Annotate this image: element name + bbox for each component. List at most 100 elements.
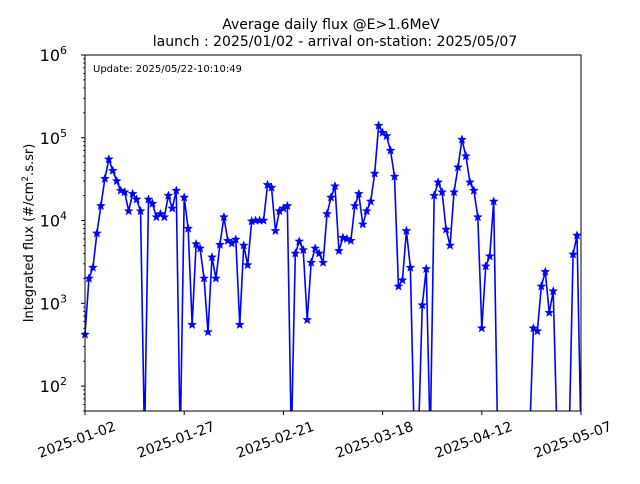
data-point-99 (472, 211, 483, 222)
data-point-31 (203, 326, 213, 337)
data-point-25 (179, 192, 190, 202)
y-axis-label-main: Integrated flux (#/cm (22, 182, 37, 323)
data-point-55 (298, 244, 309, 255)
data-point-33 (211, 273, 221, 283)
data-point-92 (445, 240, 455, 250)
data-point-38 (230, 234, 241, 244)
data-point-85 (417, 299, 428, 310)
data-point-14 (135, 205, 146, 216)
x-tick-label-5: 2025-05-07 (532, 419, 614, 462)
data-point-36 (222, 235, 233, 245)
data-point-71 (361, 205, 372, 216)
data-point-67 (345, 235, 356, 245)
data-point-74 (373, 120, 384, 130)
data-point-32 (207, 252, 217, 262)
data-point-21 (163, 190, 174, 200)
data-point-81 (401, 225, 412, 236)
data-point-6 (103, 154, 114, 164)
chart-title-line2: launch : 2025/01/02 - arrival on-station… (153, 34, 518, 50)
data-point-123 (568, 249, 578, 259)
update-annotation: Update: 2025/05/22-10:10:49 (93, 64, 242, 75)
data-point-46 (262, 179, 273, 190)
data-point-79 (393, 281, 404, 291)
data-point-5 (99, 173, 110, 183)
data-point-30 (199, 273, 209, 283)
data-point-63 (330, 181, 340, 191)
y-tick-label-exp-0: 2 (60, 375, 67, 388)
data-point-69 (353, 188, 364, 199)
data-point-12 (127, 188, 138, 199)
data-point-29 (195, 243, 205, 253)
data-point-48 (270, 225, 281, 236)
data-point-78 (389, 171, 400, 181)
x-tick-label-3: 2025-03-18 (334, 419, 416, 462)
y-tick-label-4: 106 (40, 44, 67, 65)
data-point-72 (365, 196, 376, 206)
data-point-27 (187, 319, 198, 329)
data-point-70 (357, 219, 368, 229)
chart-title-line1: Average daily flux @E>1.6MeV (222, 17, 440, 33)
plot-frame (84, 54, 582, 412)
data-point-45 (258, 215, 269, 225)
data-point-95 (457, 134, 467, 144)
data-point-62 (326, 192, 336, 202)
y-tick-label-3: 105 (40, 127, 67, 148)
data-point-47 (266, 182, 277, 192)
data-point-116 (540, 266, 551, 277)
data-point-118 (548, 286, 559, 296)
plot-area: 2025-01-02 2025-01-27 2025-02-21 2025-03-18… (36, 44, 614, 462)
data-point-39 (234, 319, 245, 329)
data-point-100 (476, 323, 487, 333)
data-point-3 (91, 228, 102, 238)
data-point-97 (464, 177, 475, 187)
data-point-77 (385, 145, 396, 155)
data-point-114 (532, 326, 543, 336)
data-point-115 (536, 281, 547, 291)
data-point-4 (95, 200, 106, 211)
data-point-23 (171, 185, 182, 195)
y-tick-label-exp-4: 6 (60, 44, 67, 57)
data-point-86 (421, 263, 432, 274)
data-point-40 (238, 240, 249, 250)
data-point-80 (397, 275, 408, 285)
data-point-7 (107, 165, 118, 175)
data-point-41 (242, 259, 253, 270)
y-axis-label-tail: .s.sr) (22, 144, 37, 176)
data-point-90 (437, 187, 448, 197)
y-tick-label-base-0: 10 (40, 377, 60, 396)
data-point-26 (183, 223, 194, 233)
data-point-16 (143, 194, 154, 204)
data-point-57 (306, 257, 317, 267)
data-point-61 (322, 208, 332, 219)
data-point-13 (131, 194, 142, 204)
data-point-91 (441, 224, 452, 234)
data-point-51 (282, 200, 293, 211)
y-axis-label: Integrated flux (#/cm2.s.sr) (21, 144, 37, 323)
data-point-22 (167, 203, 178, 213)
y-tick-label-exp-2: 4 (60, 210, 67, 223)
data-point-58 (310, 243, 321, 253)
data-point-64 (334, 245, 344, 256)
series-line (85, 124, 581, 411)
data-point-17 (147, 198, 158, 208)
data-point-20 (159, 211, 170, 222)
data-point-59 (314, 248, 325, 258)
data-point-35 (218, 211, 229, 222)
data-point-10 (119, 187, 130, 197)
x-tick-label-4: 2025-04-12 (433, 419, 515, 462)
y-tick-label-2: 104 (40, 210, 67, 231)
data-point-1 (84, 273, 94, 283)
data-point-88 (429, 190, 440, 200)
x-tick-label-1: 2025-01-27 (135, 419, 217, 462)
data-point-124 (572, 230, 582, 240)
x-tick-label-0: 2025-01-02 (36, 419, 118, 462)
data-point-8 (111, 175, 122, 186)
data-point-2 (88, 262, 98, 272)
data-point-89 (433, 177, 444, 187)
y-tick-label-1: 103 (40, 292, 67, 313)
data-point-82 (405, 262, 416, 272)
data-point-28 (191, 238, 202, 249)
x-tick-label-2: 2025-02-21 (234, 419, 316, 462)
